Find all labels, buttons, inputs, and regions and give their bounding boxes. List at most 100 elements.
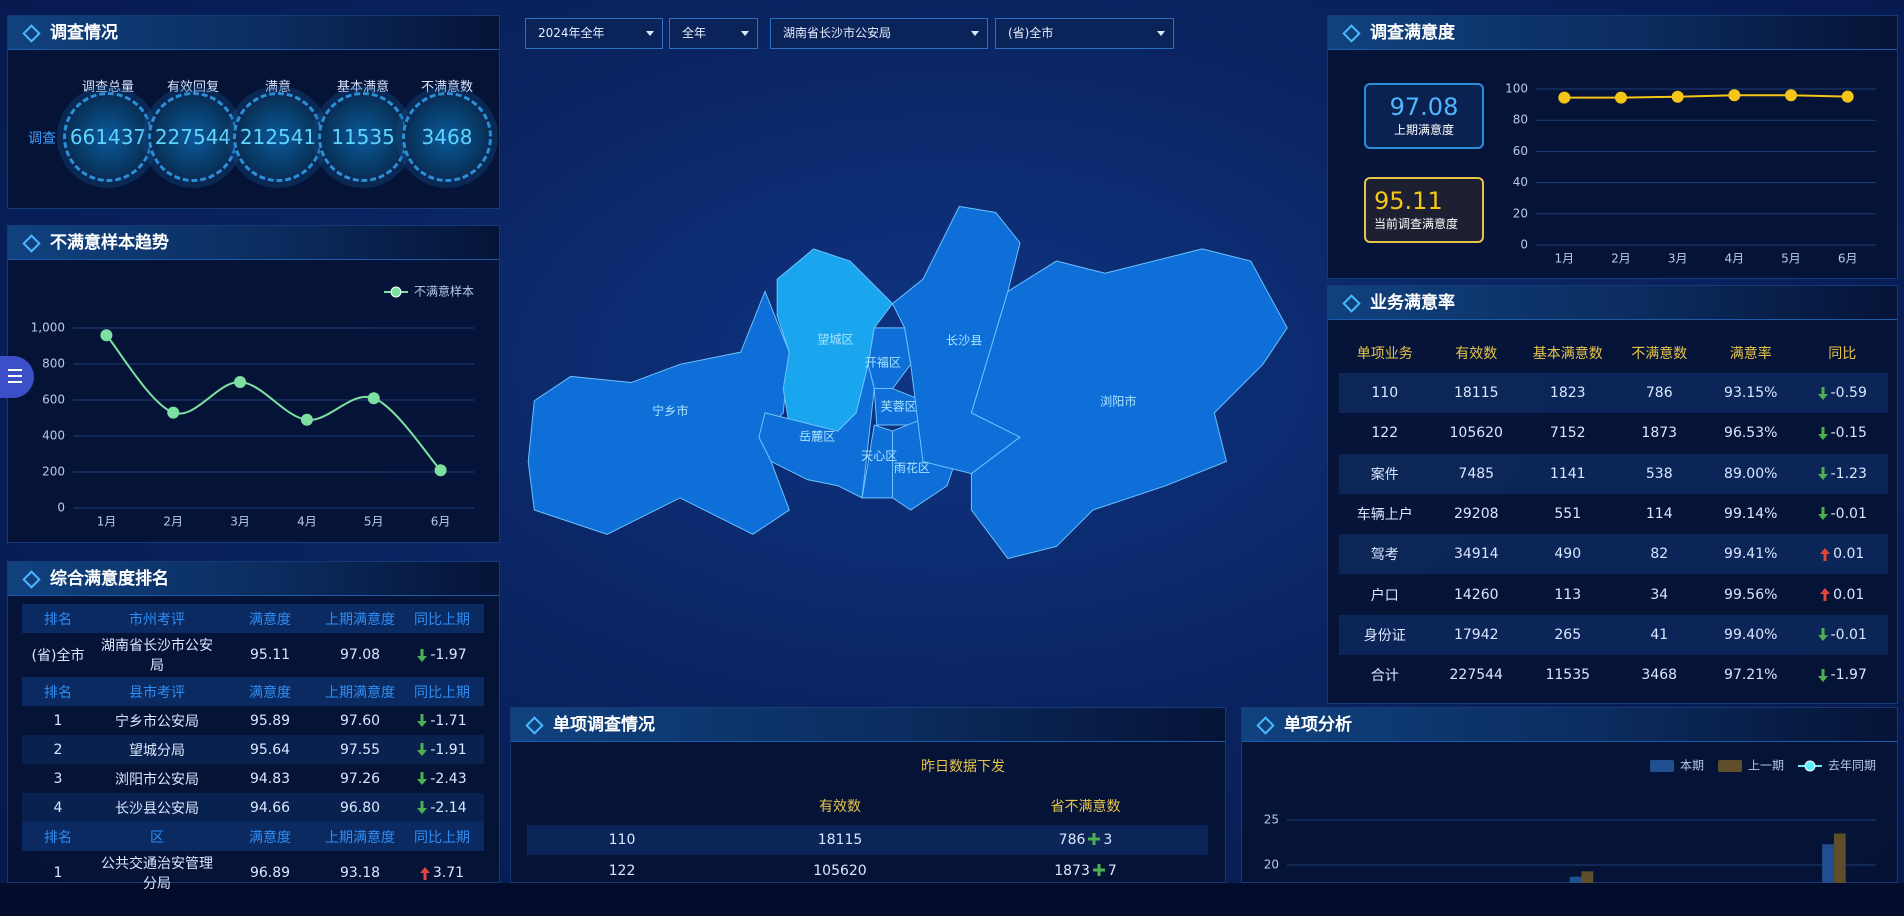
business-cell: -1.23	[1797, 464, 1889, 484]
panel-title: 业务满意率	[1328, 286, 1897, 320]
ranking-row: 3 浏阳市公安局 94.83 97.26 -2.43	[22, 764, 484, 793]
business-cell: 14260	[1453, 586, 1499, 603]
business-cell: 490	[1554, 546, 1582, 563]
side-menu-button[interactable]	[0, 356, 34, 398]
business-cell: 户口	[1370, 587, 1399, 604]
arrow-down	[1817, 467, 1828, 481]
business-cell: 227544	[1449, 667, 1503, 684]
business-cell: 89.00%	[1724, 465, 1778, 482]
ranking-cell: -1.97	[400, 645, 484, 665]
business-row: 户口 14260 113 34 99.56% 0.01	[1339, 575, 1888, 615]
ranking-header-cell: 市州考评	[129, 611, 185, 628]
arrow-down	[1817, 386, 1828, 400]
ranking-cell: 4	[53, 799, 63, 816]
ranking-cell: 浏阳市公安局	[115, 771, 199, 788]
ranking-cell: 95.89	[249, 712, 291, 729]
current-box: 95.11 当前调查满意度	[1364, 177, 1484, 243]
panel-title: 不满意样本趋势	[8, 226, 499, 260]
business-cell: 车辆上户	[1356, 506, 1413, 523]
daily-change: 3	[1103, 832, 1113, 848]
survey-ring: 3468	[402, 92, 492, 182]
ranking-cell: 望城分局	[129, 742, 185, 759]
daily-row: 122 105620 1873 7	[527, 856, 1208, 886]
business-row: 122 105620 7152 1873 96.53% -0.15	[1339, 413, 1888, 453]
arrow-up	[419, 866, 430, 880]
ranking-cell: 1	[53, 712, 63, 729]
trend-value: -1.23	[1830, 465, 1867, 482]
ranking-cell: 1	[53, 865, 63, 881]
daily-header-row: 有效数 省不满意数	[527, 791, 1208, 821]
ranking-cell: 公共交通治安管理分局	[101, 856, 213, 892]
ranking-cell: 95.64	[249, 741, 291, 758]
business-cell: 29208	[1453, 505, 1499, 522]
daily-value: 1873	[1054, 863, 1090, 879]
filter-unit[interactable]: 湖南省长沙市公安局	[770, 18, 988, 49]
ranking-cell: -1.71	[400, 711, 484, 731]
survey-ring: 212541	[233, 92, 323, 182]
survey-label: 不满意数	[420, 80, 473, 95]
daily-cell: 110	[608, 832, 636, 848]
filter-period[interactable]: 全年	[669, 18, 758, 49]
daily-cell: 105620	[813, 863, 867, 879]
arrow-down	[417, 772, 428, 785]
trend-value: -2.43	[430, 770, 467, 787]
arrow-down	[417, 801, 428, 814]
daily-change: 7	[1107, 863, 1117, 879]
business-row: 案件 7485 1141 538 89.00% -1.23	[1339, 453, 1889, 494]
previous-label: 上期满意度	[1393, 123, 1454, 137]
plus-icon	[1092, 864, 1105, 878]
panel-title: 单项调查情况	[511, 708, 1225, 742]
trend-value: -1.97	[1830, 667, 1867, 684]
business-cell: 身份证	[1363, 627, 1406, 644]
arrow-down	[1817, 426, 1828, 440]
business-cell: -0.15	[1797, 423, 1889, 443]
business-cell: 113	[1554, 586, 1582, 603]
ranking-header-cell: 排名	[44, 611, 72, 628]
business-cell: 案件	[1370, 466, 1399, 483]
ranking-cell: -2.43	[400, 769, 484, 789]
ranking-cell: 96.80	[339, 799, 381, 816]
ranking-row: 1 公共交通治安管理分局 96.89 93.18 3.71	[22, 851, 484, 895]
ranking-cell: 3.71	[400, 863, 484, 883]
region-label: 天心区	[861, 449, 897, 463]
daily-subtitle: 昨日数据下发	[921, 759, 1005, 775]
business-cell: 1823	[1549, 385, 1586, 401]
ranking-header-cell: 满意度	[249, 684, 291, 701]
daily-cell: 122	[608, 863, 636, 879]
ranking-header-cell: 排名	[44, 829, 72, 846]
arrow-down	[417, 714, 428, 727]
business-cell: -0.01	[1797, 625, 1889, 645]
ranking-cell: 94.66	[249, 799, 291, 816]
ranking-header-row: 排名 县市考评 满意度 上期满意度 同比上期	[22, 677, 484, 706]
region-label: 长沙县	[946, 334, 982, 348]
trend-value: -1.97	[430, 647, 467, 663]
trend-value: -1.91	[430, 741, 467, 758]
ranking-header-cell: 满意度	[249, 611, 291, 628]
business-cell: 0.01	[1797, 544, 1889, 564]
daily-header-cell: 省不满意数	[1050, 799, 1121, 815]
bottom-bar	[0, 883, 1904, 916]
trend-value: -0.59	[1830, 385, 1867, 401]
ranking-header-cell: 同比上期	[414, 829, 470, 846]
survey-label: 有效回复	[166, 80, 219, 95]
ranking-row: 4 长沙县公安局 94.66 96.80 -2.14	[22, 793, 484, 822]
region[interactable]	[970, 248, 1288, 560]
ranking-cell: -2.14	[400, 798, 484, 818]
filter-area[interactable]: (省)全市	[995, 18, 1174, 49]
business-cell: 122	[1371, 425, 1399, 442]
region-label: 开福区	[865, 355, 901, 370]
business-cell: 17942	[1453, 626, 1499, 643]
menu-icon	[8, 375, 22, 377]
ranking-cell: 93.18	[339, 865, 381, 881]
filter-year[interactable]: 2024年全年	[525, 18, 663, 49]
ranking-cell: 96.89	[249, 865, 291, 881]
business-row: 车辆上户 29208 551 114 99.14% -0.01	[1339, 494, 1888, 534]
region-label: 雨花区	[894, 460, 930, 475]
business-header-row: 单项业务 有效数 基本满意数 不满意数 满意率 同比	[1339, 333, 1888, 373]
ranking-header-cell: 同比上期	[414, 611, 470, 628]
daily-value: 786	[1058, 832, 1086, 848]
survey-ring: 227544	[148, 92, 238, 182]
ranking-cell: 宁乡市公安局	[115, 713, 199, 730]
business-cell: -1.97	[1797, 665, 1889, 685]
arrow-down	[417, 743, 428, 756]
